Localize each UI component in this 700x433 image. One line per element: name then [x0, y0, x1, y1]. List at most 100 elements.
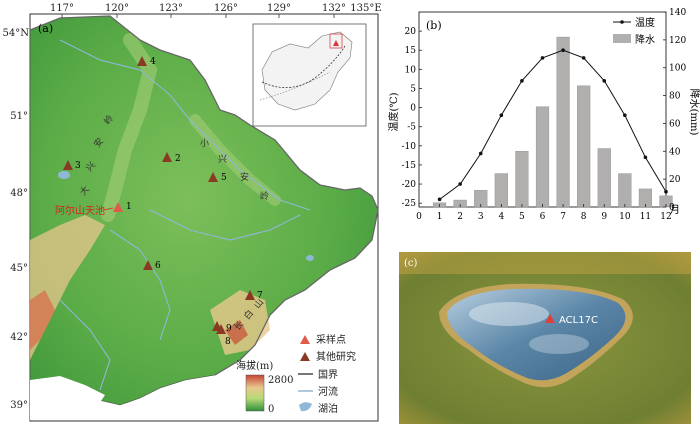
site-number: 3: [75, 161, 81, 171]
y-left-tick-label: -25: [402, 199, 417, 209]
site-number: 2: [175, 154, 181, 164]
y-left-tick-label: 0: [410, 104, 416, 114]
x-tick-label: 5: [519, 212, 525, 222]
temp-point: [540, 56, 545, 60]
legend-lake-icon: [299, 402, 312, 412]
lat-tick: 51°: [10, 111, 28, 122]
x-tick-label: 3: [478, 212, 484, 222]
chang-bai-peak: [225, 320, 248, 345]
legend-elev-title: 海拔(m): [236, 359, 273, 372]
x-tick-label: 8: [581, 212, 587, 222]
temp-point: [458, 182, 462, 186]
hulun-lake: [58, 171, 70, 179]
precip-bar: [597, 148, 611, 208]
highland-west: [30, 215, 105, 360]
temp-point: [478, 151, 483, 156]
legend-sampling-icon: [300, 335, 310, 344]
y-right-tick-label: 80: [669, 92, 681, 102]
site-number: 1: [126, 202, 132, 212]
site-7[interactable]: 7: [245, 290, 263, 301]
site-9[interactable]: 9: [212, 321, 232, 334]
range-char: 岭: [260, 190, 269, 202]
cloud-reflection: [529, 334, 589, 354]
temp-point: [602, 79, 607, 83]
chart-panel-label: (b): [426, 19, 442, 32]
site-3[interactable]: 3: [63, 160, 81, 171]
temp-point: [643, 155, 648, 160]
elevation-colorbar: [245, 374, 265, 412]
xingkai-lake: [306, 255, 314, 261]
lat-tick: 42°: [10, 332, 28, 343]
temp-point: [499, 113, 504, 118]
x-axis: 0 1 2 3 4 5 6 7 8 9 10 11 12: [416, 204, 672, 222]
site-number: 9: [226, 324, 232, 334]
site-markers: 1 2 3 4 5 6 7 8: [63, 56, 263, 347]
x-tick-label: 10: [619, 212, 631, 222]
climate-chart: 0 1 2 3 4 5 6 7 8 9 10 11 12 20151050-5-10-15-20-25 …: [387, 8, 700, 222]
core-site-label: ACL17C: [559, 315, 598, 326]
rivers: [59, 39, 311, 391]
precip-bar: [494, 173, 508, 208]
lat-tick: 39°: [10, 400, 28, 411]
map-panel: 117° 120° 123° 126° 129° 132° 135°E 54°N…: [3, 3, 382, 422]
x-tick-label: 9: [601, 212, 607, 222]
lon-tick-marks: [61, 14, 335, 18]
y-left-tick-label: -15: [402, 161, 417, 171]
lat-tick: 54°N: [3, 28, 30, 39]
temp-points: [437, 48, 668, 202]
core-site-marker[interactable]: [545, 314, 555, 323]
lon-tick: 117°: [50, 3, 74, 14]
y-right-tick-label: 40: [669, 147, 681, 157]
y-axis-left: 20 15 10 5 0 -5 -10 -15 -20 -25: [402, 27, 422, 209]
site-6[interactable]: 6: [143, 260, 161, 271]
national-border: [29, 15, 379, 376]
highland-west-peak: [30, 290, 55, 350]
temp-point: [623, 113, 627, 118]
autumn-forest-band: [399, 252, 691, 274]
precip-bar: [577, 85, 591, 208]
y-right-tick-label: 100: [669, 64, 686, 74]
precip-bar: [535, 106, 550, 208]
temp-point: [581, 56, 586, 60]
y-left-tick-label: 20: [405, 27, 417, 37]
legend-sampling-label: 采样点: [316, 333, 346, 346]
lat-tick: 45°: [10, 263, 28, 274]
site-number: 8: [225, 337, 231, 347]
bohai-sea: [30, 376, 105, 420]
y-left-tick-label: -10: [402, 142, 417, 152]
lon-tick: 129°: [267, 3, 291, 14]
y-right-label: 降水(mm): [688, 89, 700, 136]
precip-bar: [618, 173, 632, 208]
range-char: 小: [200, 138, 209, 149]
site-number: 7: [257, 291, 263, 301]
site-4[interactable]: 4: [137, 56, 156, 67]
x-tick-label: 0: [416, 212, 422, 222]
lon-tick: 120°: [105, 3, 129, 14]
longitude-ticks: 117° 120° 123° 126° 129° 132° 135°E: [50, 3, 382, 14]
legend-precip-label: 降水: [635, 33, 655, 46]
range-char: 兴: [218, 154, 227, 165]
china-inset-map: [252, 23, 367, 127]
legend-other-label: 其他研究: [316, 350, 356, 363]
map-svg: 117° 120° 123° 126° 129° 132° 135°E 54°N…: [3, 3, 382, 422]
temp-point: [664, 189, 668, 194]
latitude-ticks: 54°N 51° 48° 45° 42° 39°: [3, 28, 30, 411]
temp-line: [439, 49, 667, 200]
y-left-tick-label: -5: [407, 123, 416, 133]
legend-temp-label: 温度: [635, 16, 655, 29]
y-right-tick-label: 120: [669, 36, 686, 46]
site-number: 4: [150, 57, 156, 67]
lon-tick: 132°: [322, 3, 346, 14]
da-xing-an-ridge: [101, 33, 158, 222]
y-right-tick-label: 140: [669, 8, 686, 18]
legend-temp-marker: [620, 20, 624, 24]
photo-panel-label: (c): [404, 258, 418, 269]
site-1[interactable]: 1: [113, 202, 132, 212]
y-right-tick-label: 60: [669, 119, 681, 129]
site-5[interactable]: 5: [208, 172, 227, 183]
y-axis-right: 140 120 100 80 60 40 20 0: [663, 8, 686, 213]
site-number: 6: [155, 261, 161, 271]
temp-point: [520, 79, 524, 83]
lon-tick: 123°: [159, 3, 183, 14]
site-2[interactable]: 2: [162, 152, 181, 164]
